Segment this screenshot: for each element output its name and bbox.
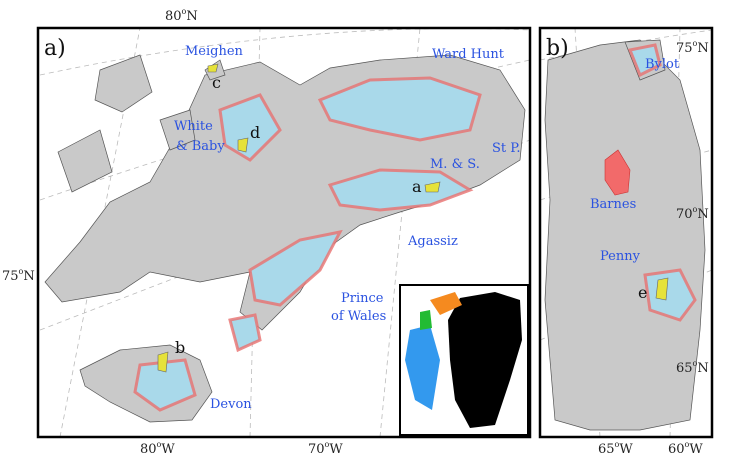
label-part: 70 bbox=[676, 207, 693, 222]
lat-label: 75oN bbox=[2, 267, 35, 284]
label-part: o bbox=[693, 359, 698, 368]
label-part: 70 bbox=[308, 442, 325, 457]
place-name: Meighen bbox=[185, 44, 244, 59]
label-part: o bbox=[19, 267, 24, 276]
label-part: 65 bbox=[676, 361, 693, 376]
label-part: o bbox=[693, 205, 698, 214]
site-letter: d bbox=[250, 123, 260, 142]
lat-label: 70oN bbox=[676, 205, 709, 222]
label-part: 60 bbox=[668, 442, 685, 457]
label-part: o bbox=[182, 7, 187, 16]
place-name: Devon bbox=[210, 397, 252, 412]
label-part: 80 bbox=[140, 442, 157, 457]
label-part: W bbox=[689, 442, 703, 457]
label-part: 80 bbox=[165, 9, 182, 24]
label-part: 65 bbox=[598, 442, 615, 457]
lon-label: 80oW bbox=[140, 440, 175, 457]
place-name: of Wales bbox=[331, 309, 386, 324]
place-name: M. & S. bbox=[430, 157, 480, 172]
label-part: o bbox=[685, 440, 690, 449]
place-name: Bylot bbox=[645, 57, 680, 72]
place-name: & Baby bbox=[176, 139, 225, 154]
label-part: W bbox=[161, 442, 175, 457]
label-part: o bbox=[615, 440, 620, 449]
lon-label: 70oW bbox=[308, 440, 343, 457]
panel-label: b) bbox=[546, 36, 569, 61]
place-name: Prince bbox=[341, 291, 384, 306]
panel-b: b) 75oN 70oN 65oN 65oW 60oW Bylot Barnes… bbox=[538, 26, 714, 457]
label-part: W bbox=[329, 442, 343, 457]
place-name: White bbox=[174, 119, 213, 134]
lat-label: 65oN bbox=[676, 359, 709, 376]
label-part: N bbox=[697, 361, 708, 376]
lat-label: 75oN bbox=[676, 39, 709, 56]
label-part: o bbox=[325, 440, 330, 449]
site-letter: e bbox=[638, 283, 647, 302]
label-part: W bbox=[619, 442, 633, 457]
site-letter: b bbox=[175, 338, 185, 357]
site-letter: c bbox=[212, 73, 221, 92]
label-part: N bbox=[23, 269, 34, 284]
place-name: Ward Hunt bbox=[432, 47, 505, 62]
panel-label: a) bbox=[44, 36, 66, 61]
lon-label: 60oW bbox=[668, 440, 703, 457]
label-part: o bbox=[693, 39, 698, 48]
place-name: Penny bbox=[600, 249, 641, 264]
lon-label: 65oW bbox=[598, 440, 633, 457]
label-part: N bbox=[697, 207, 708, 222]
site-letter: a bbox=[412, 177, 422, 196]
place-name: Agassiz bbox=[407, 234, 458, 249]
panel-a: a) 80oN 75oN 80oW 70oW Meighen Ward Hunt… bbox=[2, 7, 532, 457]
label-part: N bbox=[697, 41, 708, 56]
place-name: Barnes bbox=[590, 197, 636, 212]
lat-label: 80oN bbox=[165, 7, 198, 24]
label-part: o bbox=[157, 440, 162, 449]
label-part: 75 bbox=[2, 269, 19, 284]
place-name: St P. bbox=[492, 141, 521, 156]
label-part: 75 bbox=[676, 41, 693, 56]
label-part: N bbox=[186, 9, 197, 24]
